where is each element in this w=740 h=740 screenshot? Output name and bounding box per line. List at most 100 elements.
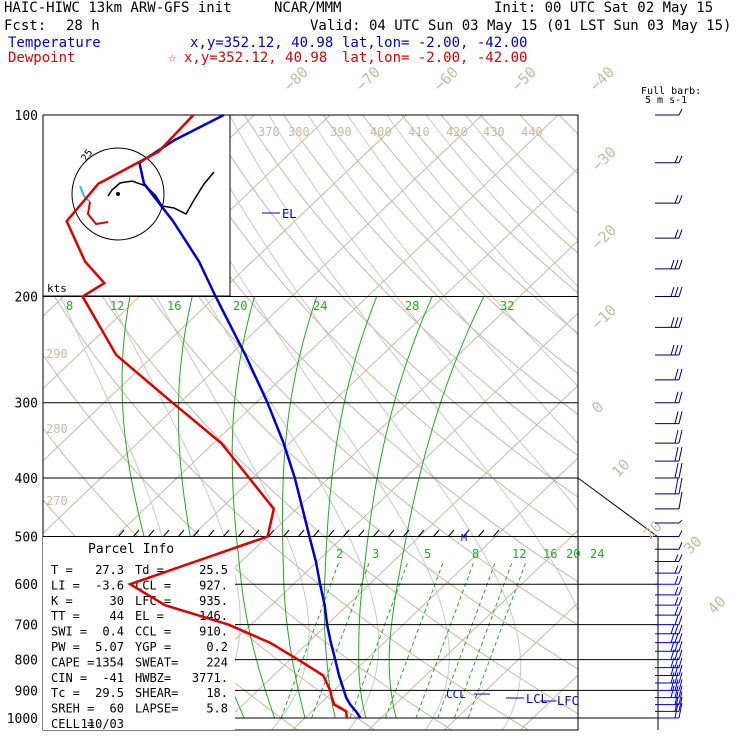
hatch-tick [237, 529, 245, 538]
isotherm-label: −30 [588, 143, 620, 175]
pressure-tick-label: 500 [15, 530, 38, 545]
wind-barb-flag [678, 685, 683, 698]
mixing-ratio-lower-label: 2 [336, 547, 343, 561]
parcel-row-label: EL = [135, 609, 164, 623]
wind-barb-flag [674, 368, 679, 381]
hatch-tick [432, 529, 440, 538]
mixing-ratio-lower-label: 24 [590, 547, 604, 561]
mixing-ratio-lower-label: 20 [566, 547, 580, 561]
isotherm-line [215, 384, 578, 730]
dry-adiabat-line [598, 115, 740, 731]
wind-barb-flag [674, 429, 679, 444]
theta-e-line [229, 115, 578, 613]
wind-barb-flag [678, 391, 683, 403]
isotherm-label: −10 [588, 301, 620, 333]
theta-e-label: 400 [370, 125, 392, 139]
wind-barb-flag [678, 649, 683, 660]
theta-e-label: 420 [446, 125, 468, 139]
parcel-row-label: LAPSE= [135, 702, 178, 716]
parcel-row-value: -3.6 [95, 578, 124, 592]
wind-barb-flag [674, 615, 679, 625]
wind-barb-flag [678, 411, 683, 424]
wind-barb-flag [674, 606, 679, 616]
hatch-tick [132, 529, 140, 538]
sounding-traces [65, 113, 362, 719]
organization-label: NCAR/MMM [274, 0, 342, 16]
wind-barb-flag [678, 696, 683, 712]
wind-barb-flag [678, 530, 683, 537]
wind-barb-flag [670, 344, 675, 356]
wind-barb-flag [678, 194, 683, 204]
hodograph-ring [71, 147, 165, 241]
wind-barb-flag [678, 664, 683, 676]
pressure-tick-label: 200 [15, 291, 38, 306]
isotherm-line [139, 312, 578, 730]
wind-barb-flag [678, 155, 683, 163]
hatch-tick [162, 529, 170, 538]
parcel-row-label: Tc = [51, 686, 80, 700]
wind-barb-flag [678, 657, 683, 668]
wind-barb-flag [674, 702, 679, 719]
wind-barb-flag [674, 672, 679, 684]
parcel-row-value: 0.2 [206, 640, 228, 654]
forecast-hour-label: Fcst: [4, 18, 47, 34]
wind-barb-flag [678, 317, 683, 328]
wind-barb-flag [678, 624, 683, 634]
dry-adiabat-line [322, 115, 578, 375]
hatch-tick [207, 529, 215, 538]
mixing-ratio-lower-label: 12 [512, 547, 526, 561]
isotherm-line [0, 102, 40, 731]
moist-adiabat-line [358, 296, 433, 719]
parcel-row-label: HWBZ= [135, 671, 171, 685]
mixing-ratio-upper-label: 8 [66, 299, 73, 313]
model-title: HAIC-HIWC 13km ARW-GFS init [4, 0, 232, 16]
wind-barb-flag [674, 565, 679, 574]
isotherm-label: 30 [680, 532, 706, 558]
dry-adiabat-line [362, 115, 578, 334]
isotherm-label: −20 [588, 221, 620, 253]
isotherm-label: −50 [508, 63, 540, 95]
parcel-row-value: 146. [199, 609, 228, 623]
dry-adiabat-line [43, 193, 578, 715]
parcel-row-value: -41 [102, 671, 124, 685]
dry-adiabat-line [125, 115, 578, 583]
isotherm-line [43, 115, 483, 534]
wind-barb-flag [670, 664, 675, 676]
wind-barb-flag [674, 391, 679, 403]
parcel-row-value: 30 [110, 594, 124, 608]
wind-barb-flag [674, 411, 679, 424]
wind-barb-flag [678, 344, 683, 356]
isotherm-line [43, 115, 331, 390]
hatch-tick [147, 529, 155, 538]
lcl-label: LCL [526, 692, 548, 706]
theta-e-line [189, 115, 522, 730]
parcel-row-label: Td = [135, 563, 164, 577]
parcel-row-value: 910. [199, 625, 228, 639]
forecast-hour-value: 28 h [66, 18, 100, 34]
isotherm-label: 0 [588, 398, 607, 417]
wind-barb-flag [678, 519, 683, 524]
wind-barb-flag [678, 565, 683, 574]
pressure-tick-label: 800 [15, 654, 38, 669]
temperature-legend-xy: x,y=352.12, 40.98 [190, 35, 334, 51]
hodograph-mid-trace [86, 201, 109, 226]
hatch-tick [477, 529, 485, 538]
parcel-row-value: 3771. [192, 671, 228, 685]
wind-barb-flag [670, 286, 675, 297]
wind-barb-flag [674, 679, 679, 691]
isotherm-label: −80 [280, 63, 312, 95]
wind-barb-flag [678, 597, 683, 606]
isotherm-line [367, 529, 578, 730]
wind-barb-flag [674, 155, 679, 163]
pressure-tick-label: 100 [15, 109, 38, 124]
pressure-tick-label: 900 [15, 684, 38, 699]
dry-adiabat-line [86, 115, 578, 626]
hatch-tick [342, 529, 350, 538]
wind-barb-flag [678, 606, 683, 616]
wind-barb-flag [674, 462, 679, 479]
parcel-row-label: YGP = [135, 640, 171, 654]
parcel-row-label: CIN = [51, 671, 87, 685]
parcel-title: Parcel Info [88, 542, 174, 557]
m-label: M [461, 533, 467, 544]
wind-barb-flag [670, 633, 675, 643]
